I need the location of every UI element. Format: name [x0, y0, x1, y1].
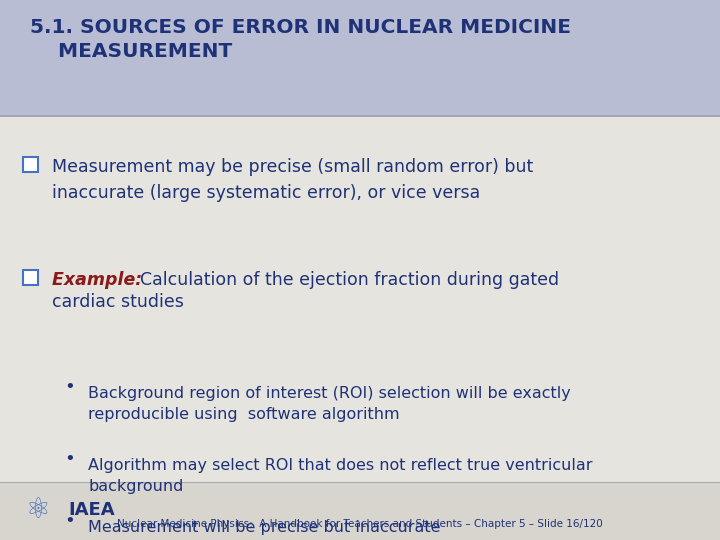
Text: cardiac studies: cardiac studies — [52, 293, 184, 311]
Text: Background region of interest (ROI) selection will be exactly
reproducible using: Background region of interest (ROI) sele… — [88, 386, 571, 422]
Text: ⚛: ⚛ — [26, 496, 50, 524]
Text: Measurement will be precise but inaccurate: Measurement will be precise but inaccura… — [88, 520, 441, 535]
Text: IAEA: IAEA — [68, 501, 114, 519]
Text: Calculation of the ejection fraction during gated: Calculation of the ejection fraction dur… — [140, 271, 559, 289]
FancyBboxPatch shape — [22, 269, 37, 285]
Text: Algorithm may select ROI that does not reflect true ventricular
background: Algorithm may select ROI that does not r… — [88, 458, 593, 494]
Text: Example:: Example: — [52, 271, 148, 289]
Text: •: • — [65, 512, 76, 530]
Text: •: • — [65, 450, 76, 468]
FancyBboxPatch shape — [22, 157, 37, 172]
Bar — [0, 0, 720, 116]
Text: Measurement may be precise (small random error) but
inaccurate (large systematic: Measurement may be precise (small random… — [52, 158, 534, 202]
Bar — [0, 482, 720, 540]
Text: 5.1. SOURCES OF ERROR IN NUCLEAR MEDICINE
    MEASUREMENT: 5.1. SOURCES OF ERROR IN NUCLEAR MEDICIN… — [30, 18, 571, 61]
Text: Nuclear Medicine Physics:  A Handbook for Teachers and Students – Chapter 5 – Sl: Nuclear Medicine Physics: A Handbook for… — [117, 519, 603, 529]
Text: •: • — [65, 378, 76, 396]
